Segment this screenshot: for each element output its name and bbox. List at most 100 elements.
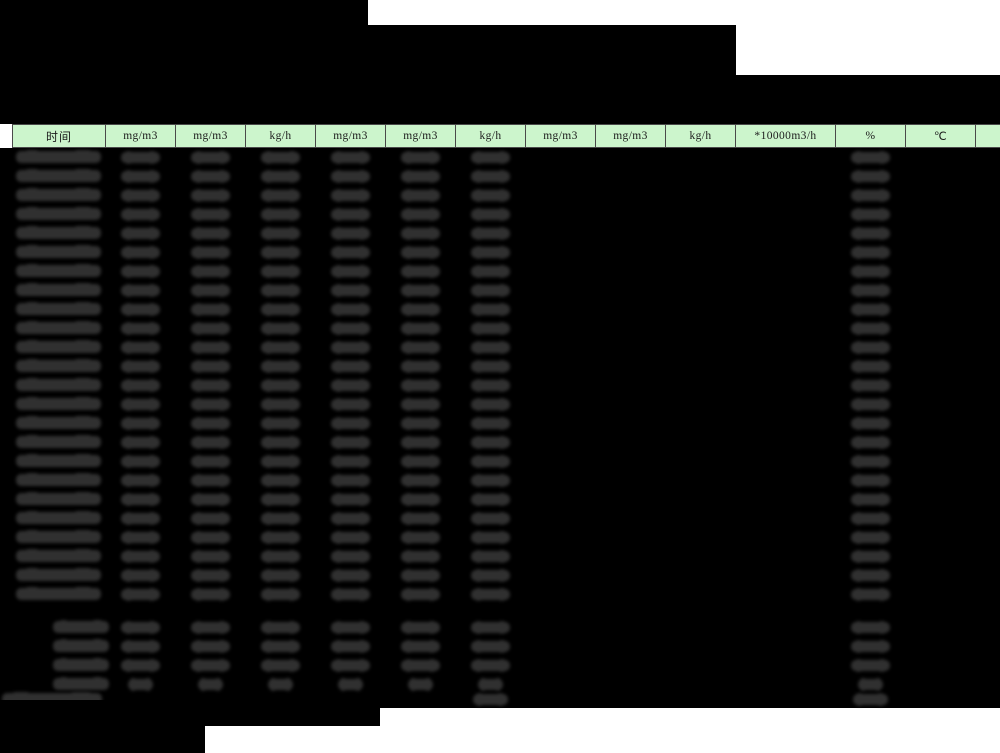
cell-value[interactable] (191, 417, 230, 430)
cell-value[interactable] (191, 208, 230, 221)
cell-value[interactable] (121, 455, 160, 468)
summary-value[interactable] (401, 640, 440, 653)
table-row[interactable] (0, 357, 1000, 376)
cell-value[interactable] (471, 151, 510, 164)
cell-value[interactable] (191, 550, 230, 563)
header-cell-13[interactable]: % (975, 124, 1000, 148)
cell-value[interactable] (261, 208, 300, 221)
header-cell-8[interactable]: mg/m3 (595, 124, 665, 148)
cell-value[interactable] (331, 512, 370, 525)
cell-value[interactable] (121, 417, 160, 430)
cell-value[interactable] (401, 284, 440, 297)
cell-timestamp[interactable] (16, 492, 101, 505)
cell-value[interactable] (331, 474, 370, 487)
cell-value[interactable] (331, 398, 370, 411)
header-cell-4[interactable]: mg/m3 (315, 124, 385, 148)
cell-value[interactable] (401, 227, 440, 240)
cell-value[interactable] (401, 208, 440, 221)
table-row[interactable] (0, 243, 1000, 262)
summary-value[interactable] (858, 678, 883, 691)
cell-value[interactable] (191, 455, 230, 468)
summary-label[interactable] (53, 677, 109, 690)
summary-value[interactable] (471, 621, 510, 634)
cell-value[interactable] (331, 322, 370, 335)
cell-value[interactable] (331, 189, 370, 202)
cell-value[interactable] (851, 493, 890, 506)
cell-value[interactable] (191, 436, 230, 449)
cell-value[interactable] (191, 189, 230, 202)
cell-value[interactable] (851, 227, 890, 240)
summary-value[interactable] (338, 678, 363, 691)
cell-value[interactable] (331, 151, 370, 164)
cell-value[interactable] (191, 379, 230, 392)
cell-value[interactable] (121, 341, 160, 354)
cell-value[interactable] (261, 588, 300, 601)
cell-value[interactable] (401, 341, 440, 354)
cell-timestamp[interactable] (16, 169, 101, 182)
header-cell-1[interactable]: mg/m3 (105, 124, 175, 148)
header-cell-0[interactable]: 时间 (12, 124, 105, 148)
cell-value[interactable] (401, 455, 440, 468)
cell-timestamp[interactable] (16, 530, 101, 543)
cell-value[interactable] (471, 303, 510, 316)
cell-value[interactable] (471, 341, 510, 354)
cell-value[interactable] (331, 550, 370, 563)
summary-row[interactable] (0, 637, 1000, 656)
cell-value[interactable] (261, 341, 300, 354)
cell-value[interactable] (401, 246, 440, 259)
cell-value[interactable] (121, 227, 160, 240)
cell-value[interactable] (191, 360, 230, 373)
cell-value[interactable] (191, 227, 230, 240)
cell-value[interactable] (471, 284, 510, 297)
cell-value[interactable] (331, 569, 370, 582)
table-row[interactable] (0, 224, 1000, 243)
cell-timestamp[interactable] (16, 245, 101, 258)
cell-value[interactable] (471, 360, 510, 373)
cell-timestamp[interactable] (16, 207, 101, 220)
cell-timestamp[interactable] (16, 454, 101, 467)
table-row[interactable] (0, 186, 1000, 205)
cell-value[interactable] (851, 284, 890, 297)
table-row[interactable] (0, 395, 1000, 414)
cell-value[interactable] (471, 455, 510, 468)
cell-value[interactable] (851, 512, 890, 525)
cell-value[interactable] (851, 303, 890, 316)
summary-value[interactable] (261, 659, 300, 672)
cell-value[interactable] (471, 170, 510, 183)
cell-value[interactable] (261, 246, 300, 259)
cell-value[interactable] (851, 474, 890, 487)
cell-value[interactable] (261, 170, 300, 183)
cell-value[interactable] (401, 189, 440, 202)
header-cell-7[interactable]: mg/m3 (525, 124, 595, 148)
cell-value[interactable] (471, 531, 510, 544)
cell-value[interactable] (401, 436, 440, 449)
summary-value[interactable] (121, 659, 160, 672)
cell-value[interactable] (191, 474, 230, 487)
header-cell-2[interactable]: mg/m3 (175, 124, 245, 148)
cell-timestamp[interactable] (16, 359, 101, 372)
cell-value[interactable] (191, 170, 230, 183)
cell-value[interactable] (471, 569, 510, 582)
cell-value[interactable] (401, 474, 440, 487)
cell-value[interactable] (331, 436, 370, 449)
cell-value[interactable] (401, 265, 440, 278)
header-cell-12[interactable]: ℃ (905, 124, 975, 148)
table-row[interactable] (0, 414, 1000, 433)
cell-value[interactable] (401, 512, 440, 525)
cell-value[interactable] (851, 151, 890, 164)
cell-timestamp[interactable] (16, 283, 101, 296)
cell-value[interactable] (331, 227, 370, 240)
cell-value[interactable] (121, 550, 160, 563)
cell-value[interactable] (191, 588, 230, 601)
summary-row[interactable] (0, 656, 1000, 675)
summary-value[interactable] (121, 621, 160, 634)
cell-value[interactable] (121, 398, 160, 411)
summary-value[interactable] (191, 640, 230, 653)
cell-value[interactable] (851, 531, 890, 544)
cell-value[interactable] (401, 417, 440, 430)
cell-value[interactable] (261, 455, 300, 468)
table-row[interactable] (0, 585, 1000, 604)
cell-value[interactable] (121, 569, 160, 582)
cell-value[interactable] (121, 189, 160, 202)
cell-value[interactable] (261, 569, 300, 582)
